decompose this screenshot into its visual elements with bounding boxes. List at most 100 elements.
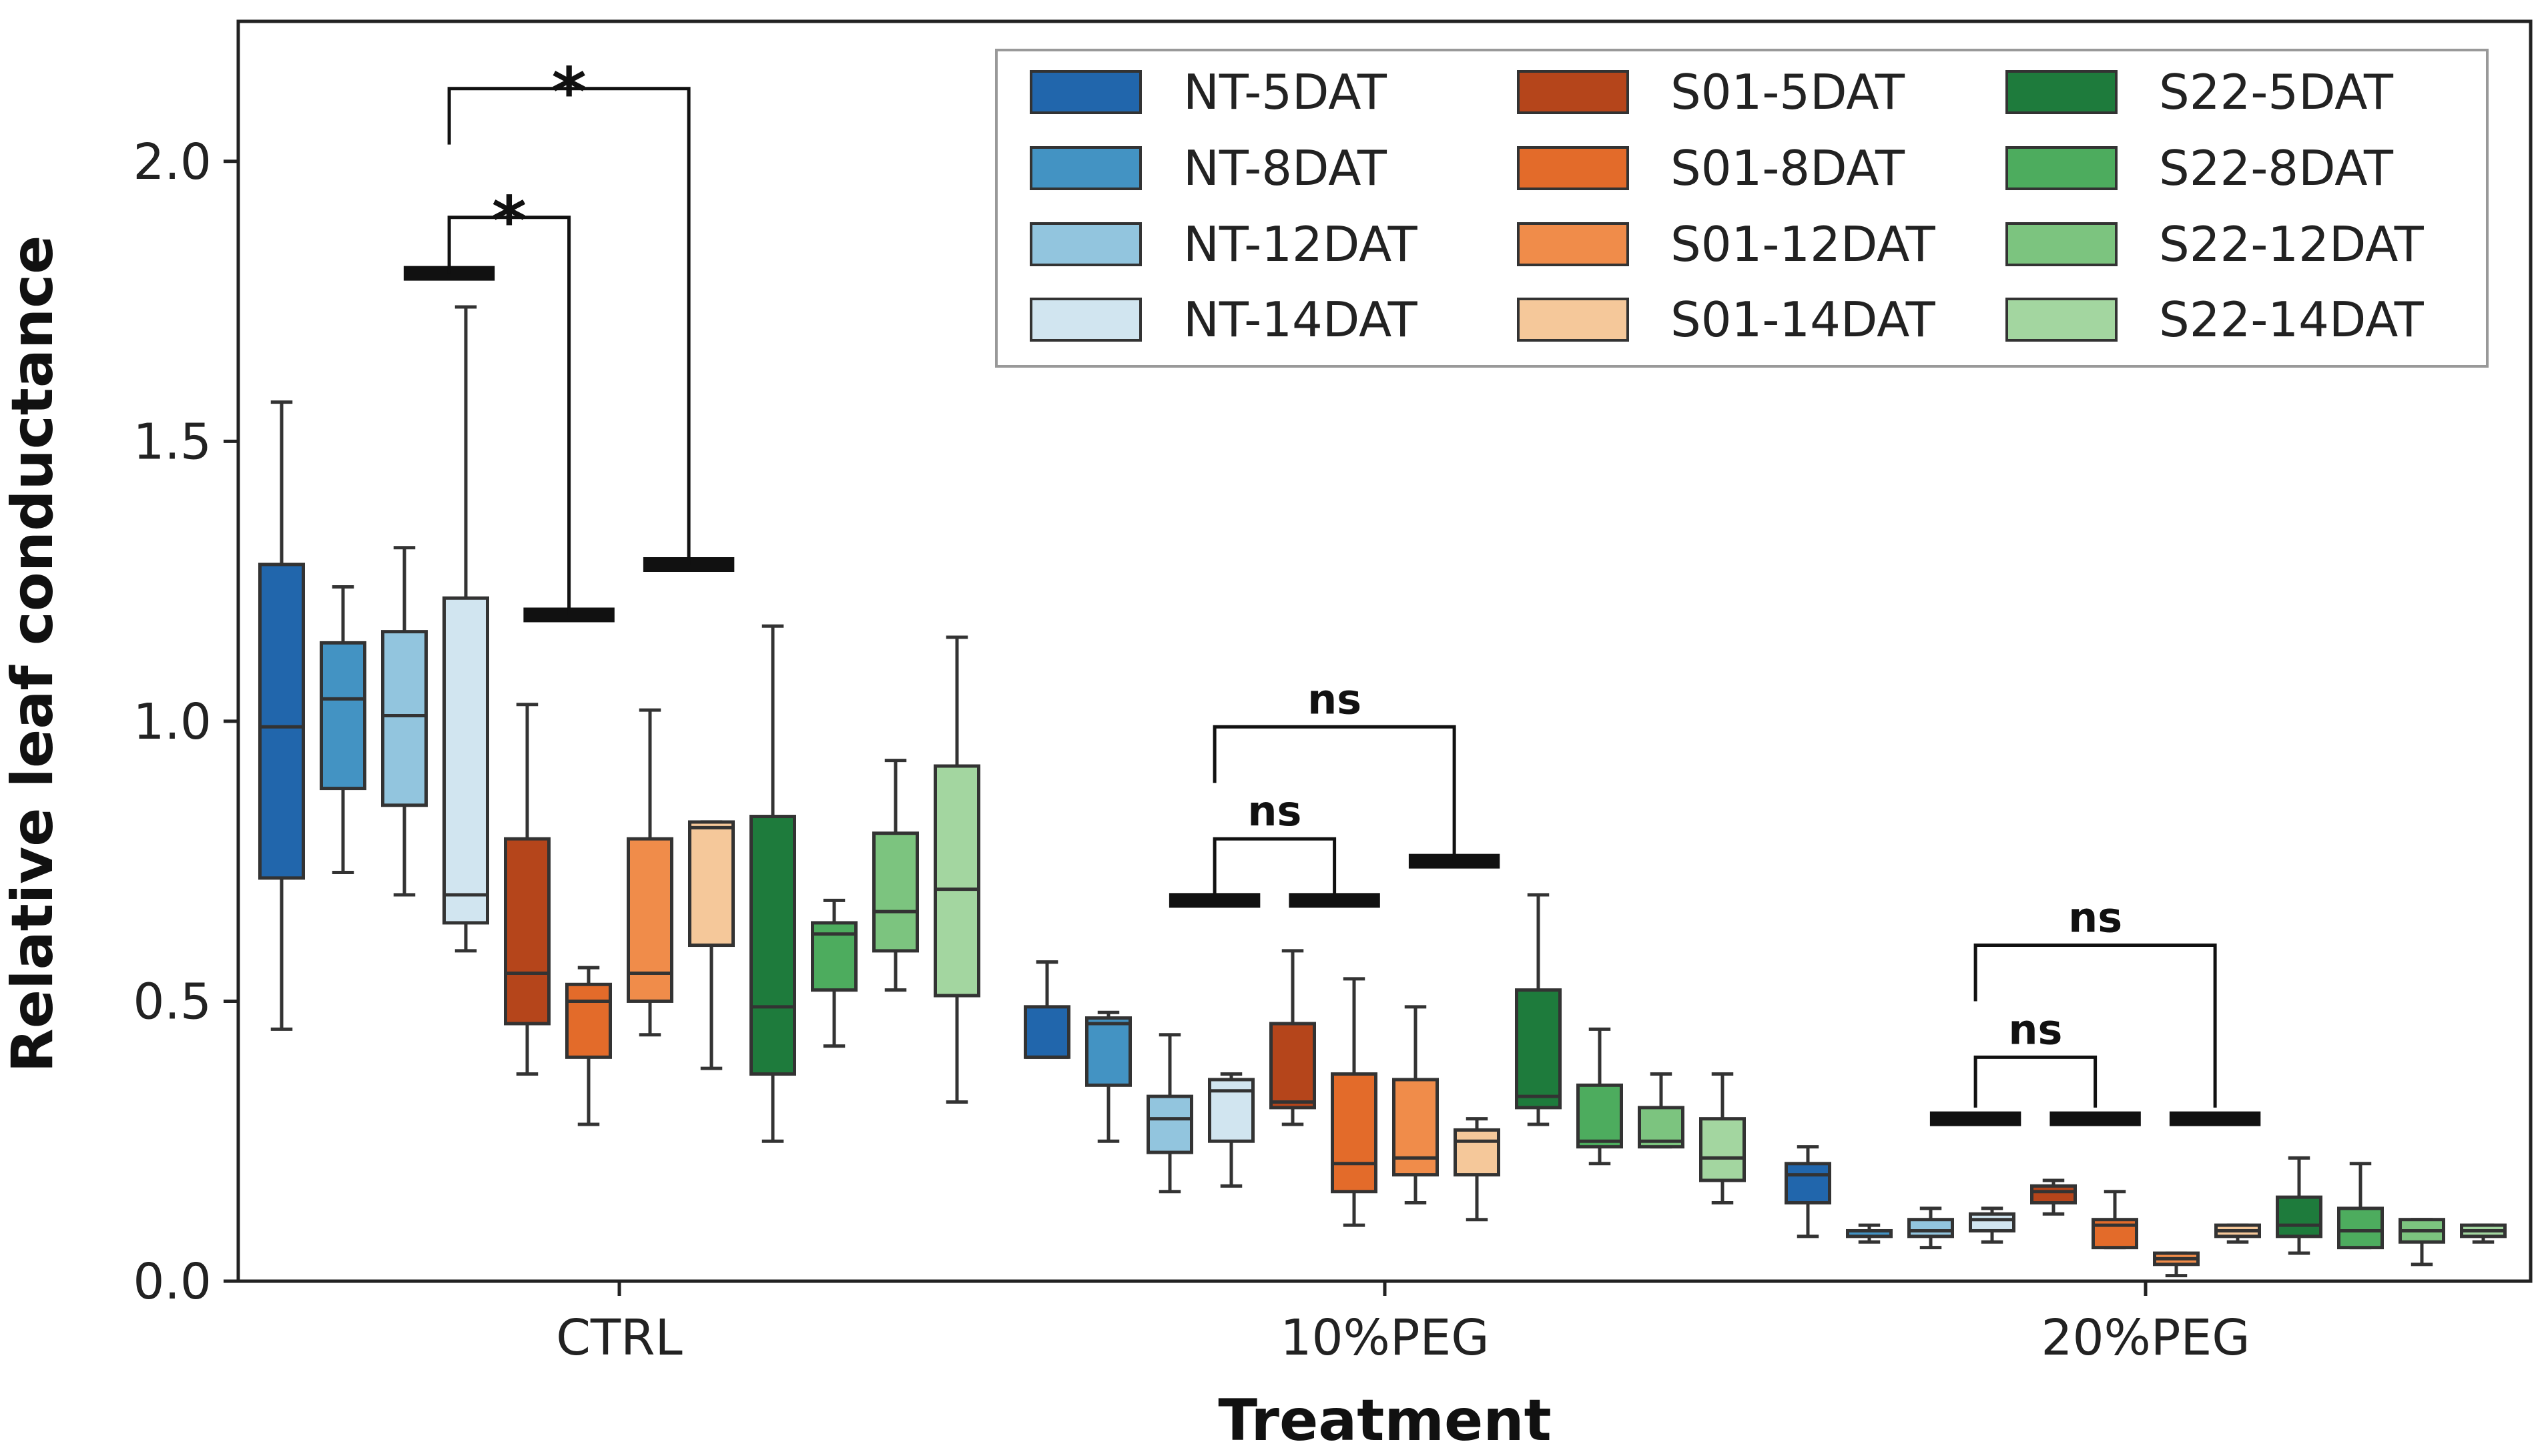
y-tick-label: 1.0 (133, 693, 212, 751)
box-S01-8DAT-CTRL (567, 968, 611, 1124)
legend-swatch (1518, 224, 1628, 265)
legend-label: S01-12DAT (1670, 216, 1936, 272)
box-plot-chart: 0.00.51.01.52.0CTRL 10%PEG 20%PEG**nsnsnsn… (0, 0, 2544, 1456)
significance-label: ns (2068, 893, 2122, 942)
box-S22-8DAT-20%PEG (2339, 1164, 2382, 1248)
box-iqr (1787, 1164, 1830, 1203)
y-tick-label: 2.0 (133, 133, 212, 191)
box-iqr (1149, 1096, 1192, 1152)
box-NT-14DAT-CTRL (444, 307, 488, 951)
box-iqr (1701, 1119, 1744, 1180)
legend-swatch (2007, 147, 2116, 189)
box-iqr (1517, 990, 1560, 1108)
box-S22-14DAT-20%PEG (2462, 1225, 2505, 1242)
legend-label: NT-8DAT (1183, 140, 1387, 196)
box-iqr (2278, 1197, 2321, 1236)
legend-label: NT-5DAT (1183, 64, 1387, 120)
box-NT-12DAT-10%PEG (1149, 1035, 1192, 1192)
box-S22-8DAT-10%PEG (1578, 1029, 1622, 1163)
legend-label: S22-5DAT (2159, 64, 2394, 120)
box-S01-14DAT-10%PEG (1456, 1119, 1499, 1220)
x-tick-label: CTRL (556, 1309, 683, 1367)
box-iqr (1210, 1080, 1253, 1141)
box-S01-14DAT-CTRL (690, 822, 733, 1068)
legend-swatch (1031, 224, 1141, 265)
legend-label: NT-14DAT (1183, 292, 1418, 348)
box-iqr (1909, 1220, 1953, 1236)
box-iqr (1971, 1214, 2014, 1230)
legend-label: S01-8DAT (1670, 140, 1905, 196)
legend-label: S22-14DAT (2159, 292, 2425, 348)
box-S01-5DAT-20%PEG (2032, 1180, 2076, 1214)
box-S01-14DAT-20%PEG (2216, 1225, 2260, 1242)
legend-swatch (1031, 147, 1141, 189)
significance-label: * (492, 182, 527, 260)
legend-swatch (2007, 224, 2116, 265)
box-S22-5DAT-20%PEG (2278, 1158, 2321, 1253)
box-S01-12DAT-CTRL (629, 710, 672, 1035)
box-S01-8DAT-20%PEG (2094, 1192, 2137, 1248)
legend-swatch (1518, 147, 1628, 189)
box-S01-5DAT-10%PEG (1271, 951, 1315, 1124)
legend-label: S01-14DAT (1670, 292, 1936, 348)
legend-label: S01-5DAT (1670, 64, 1905, 120)
box-S01-12DAT-10%PEG (1394, 1007, 1438, 1203)
box-S22-14DAT-CTRL (936, 637, 979, 1102)
box-NT-5DAT-10%PEG (1026, 962, 1069, 1058)
box-NT-8DAT-20%PEG (1848, 1225, 1891, 1242)
box-NT-5DAT-20%PEG (1787, 1147, 1830, 1236)
box-iqr (506, 839, 549, 1024)
box-iqr (1087, 1018, 1131, 1086)
box-NT-12DAT-20%PEG (1909, 1208, 1953, 1248)
y-tick-label: 0.0 (133, 1253, 212, 1311)
box-S01-5DAT-CTRL (506, 705, 549, 1074)
box-NT-8DAT-CTRL (322, 587, 365, 873)
box-iqr (2339, 1208, 2382, 1248)
box-S01-12DAT-20%PEG (2155, 1253, 2198, 1276)
y-tick-label: 1.5 (133, 413, 212, 470)
box-S22-12DAT-CTRL (874, 761, 918, 990)
box-S22-8DAT-CTRL (813, 900, 856, 1046)
box-iqr (936, 766, 979, 996)
legend-label: S22-12DAT (2159, 216, 2425, 272)
box-iqr (567, 984, 611, 1057)
legend-swatch (1031, 299, 1141, 340)
box-S22-5DAT-CTRL (751, 626, 795, 1141)
legend-swatch (1518, 71, 1628, 113)
box-iqr (2032, 1186, 2076, 1202)
box-S01-8DAT-10%PEG (1333, 979, 1376, 1225)
box-NT-14DAT-10%PEG (1210, 1074, 1253, 1186)
x-axis-label: Treatment (1218, 1387, 1551, 1454)
y-tick-label: 0.5 (133, 973, 212, 1030)
legend-swatch (2007, 299, 2116, 340)
box-iqr (1026, 1007, 1069, 1058)
significance-label: * (551, 53, 586, 131)
significance-label: ns (2008, 1005, 2062, 1054)
legend-swatch (2007, 71, 2116, 113)
box-NT-12DAT-CTRL (383, 548, 426, 895)
legend: NT-5DAT NT-8DAT NT-12DAT NT-14DAT S01-5DAT S0… (996, 50, 2487, 366)
box-NT-5DAT-CTRL (260, 402, 304, 1030)
legend-swatch (1031, 71, 1141, 113)
box-NT-14DAT-20%PEG (1971, 1208, 2014, 1242)
box-S22-12DAT-10%PEG (1640, 1074, 1683, 1147)
box-iqr (751, 817, 795, 1074)
box-iqr (1333, 1074, 1376, 1192)
legend-label: NT-12DAT (1183, 216, 1418, 272)
box-iqr (690, 822, 733, 946)
y-axis-label: Relative leaf conductance (0, 236, 66, 1073)
box-S22-12DAT-20%PEG (2401, 1220, 2444, 1264)
significance-label: ns (1247, 787, 1301, 835)
box-iqr (874, 833, 918, 951)
legend-swatch (1518, 299, 1628, 340)
box-iqr (383, 632, 426, 805)
significance-bracket (1975, 1057, 2096, 1108)
box-iqr (1456, 1130, 1499, 1174)
x-tick-label: 20%PEG (2041, 1309, 2250, 1367)
box-NT-8DAT-10%PEG (1087, 1012, 1131, 1141)
box-iqr (322, 643, 365, 788)
box-iqr (260, 565, 304, 878)
box-iqr (629, 839, 672, 1001)
box-iqr (1394, 1080, 1438, 1175)
box-iqr (1578, 1085, 1622, 1146)
